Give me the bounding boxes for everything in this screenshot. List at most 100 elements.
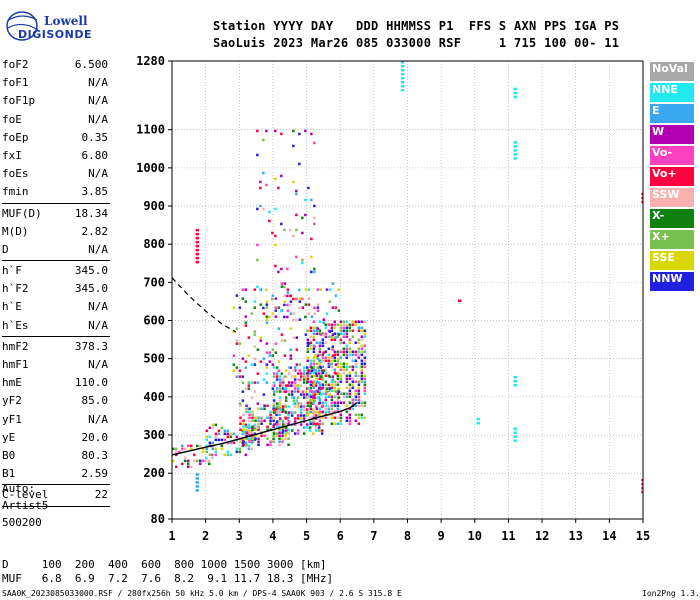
echo-point	[310, 270, 313, 274]
param-row: h`F 345.0	[2, 262, 110, 280]
echo-point	[339, 401, 343, 404]
echo-point	[248, 413, 251, 416]
globe-icon	[6, 11, 39, 41]
echo-point	[281, 423, 285, 426]
echo-point	[354, 320, 358, 323]
echo-point	[337, 387, 341, 390]
echo-point	[316, 354, 320, 357]
echo-point	[259, 180, 262, 184]
echo-point	[247, 444, 251, 448]
echo-point	[312, 320, 316, 323]
echo-point	[318, 389, 322, 392]
y-tick-labels: 80 200 300 400 500 600 700 800 900 1000 1100 1280	[136, 54, 165, 526]
logo-text-top: Lowell	[44, 14, 88, 28]
echo-point	[175, 465, 178, 469]
echo-point	[253, 432, 257, 436]
echo-point	[247, 384, 251, 387]
echo-point	[348, 326, 352, 329]
param-value: 345.0	[74, 282, 108, 296]
echo-point	[271, 348, 275, 351]
echo-point	[330, 362, 334, 365]
echo-point	[226, 450, 230, 454]
echo-point	[274, 342, 278, 345]
echo-point	[336, 407, 340, 410]
echo-point	[331, 354, 335, 357]
echo-point	[363, 365, 367, 368]
echo-point	[309, 380, 313, 383]
echo-point	[281, 378, 285, 381]
echo-point	[265, 372, 269, 375]
echo-point	[313, 396, 317, 399]
echo-point	[345, 365, 349, 368]
echo-point	[314, 384, 318, 387]
echo-point	[319, 366, 323, 369]
echo-point	[257, 407, 260, 410]
echo-point	[319, 393, 323, 396]
echo-point	[290, 414, 294, 417]
echo-point	[331, 336, 335, 339]
echo-point	[298, 402, 302, 405]
echo-point	[327, 353, 331, 356]
echo-point	[310, 255, 313, 259]
echo-point	[280, 381, 284, 384]
echo-point	[311, 390, 315, 393]
echo-point	[304, 129, 307, 133]
echo-point	[360, 401, 364, 404]
y-tick-label: 1000	[136, 161, 165, 175]
echo-point	[277, 186, 280, 190]
echo-point	[286, 291, 290, 294]
echo-point	[284, 390, 288, 393]
echo-point	[315, 410, 319, 413]
echo-point	[354, 389, 358, 392]
echo-point	[313, 270, 316, 274]
echo-point	[248, 437, 251, 440]
echo-point	[309, 383, 313, 386]
echo-point	[321, 392, 325, 395]
echo-point	[253, 345, 257, 348]
echo-point	[214, 447, 218, 451]
echo-point	[241, 357, 245, 360]
echo-point	[299, 405, 303, 408]
param-separator	[2, 505, 110, 507]
echo-point	[271, 231, 274, 235]
echo-point	[269, 440, 272, 443]
echo-point	[253, 333, 257, 336]
echo-point	[242, 440, 245, 443]
echo-point	[325, 390, 329, 393]
echo-point	[315, 392, 319, 395]
echo-point	[339, 416, 343, 419]
echo-point	[339, 377, 343, 380]
echo-point	[337, 372, 341, 375]
echo-point	[283, 285, 286, 289]
echo-point	[305, 408, 309, 411]
echo-point	[289, 303, 292, 307]
echo-point	[302, 366, 306, 369]
echo-point	[241, 288, 245, 291]
echo-point	[193, 459, 196, 463]
echo-point	[278, 417, 282, 420]
echo-point	[250, 381, 254, 384]
echo-point	[641, 196, 644, 200]
echo-point	[302, 396, 306, 399]
echo-point	[339, 350, 343, 353]
echo-point	[298, 132, 301, 136]
echo-point	[253, 330, 257, 333]
echo-point	[298, 378, 302, 381]
echo-point	[321, 371, 325, 374]
echo-point	[269, 413, 272, 416]
echo-point	[351, 350, 355, 353]
echo-point	[351, 335, 355, 338]
echo-point	[314, 405, 318, 408]
echo-point	[232, 432, 236, 436]
echo-point	[295, 399, 299, 402]
echo-point	[251, 440, 254, 443]
echo-point	[306, 404, 310, 407]
echo-point	[287, 393, 291, 396]
echo-point	[292, 396, 296, 399]
echo-point	[318, 416, 322, 419]
echo-point	[360, 374, 364, 377]
param-value: 2.59	[81, 467, 109, 481]
echo-point	[238, 306, 242, 309]
echo-point	[339, 422, 343, 425]
echo-point	[184, 456, 187, 460]
